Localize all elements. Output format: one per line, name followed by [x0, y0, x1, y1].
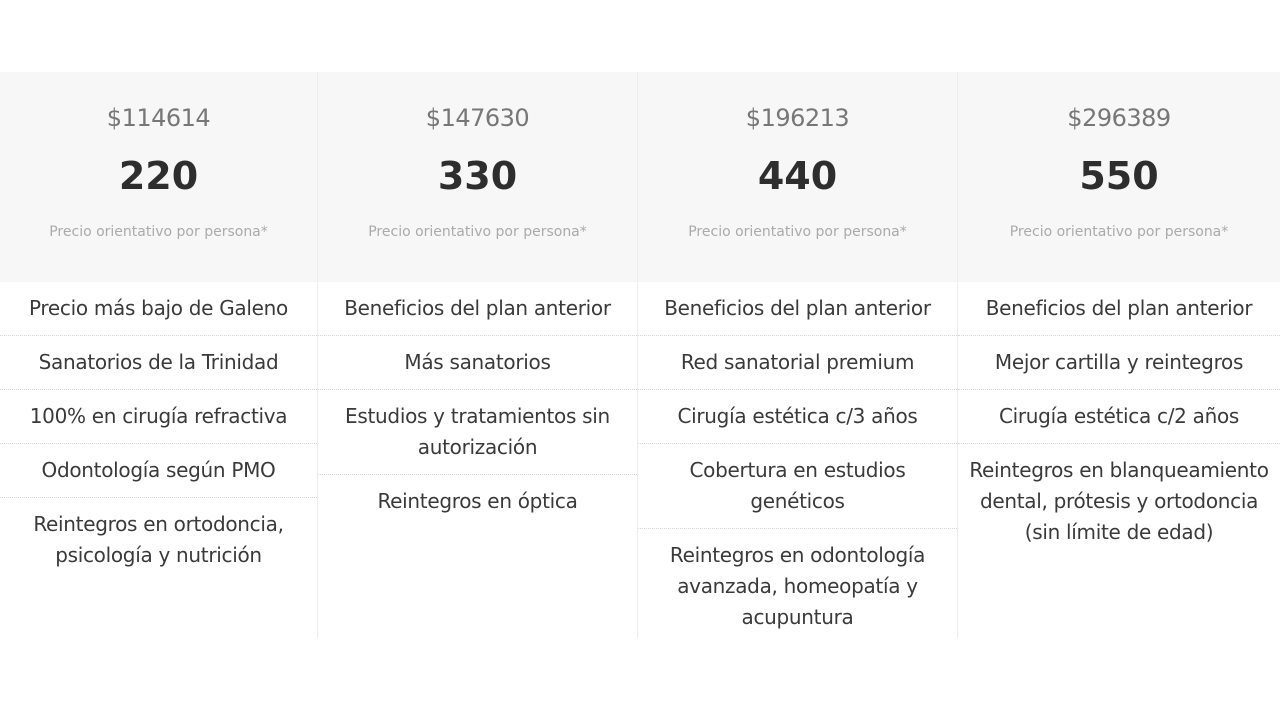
plan-column-220: $114614 220 Precio orientativo por perso…	[0, 72, 318, 638]
plan-column-440: $196213 440 Precio orientativo por perso…	[638, 72, 958, 638]
feature-item: Sanatorios de la Trinidad	[0, 336, 317, 390]
plan-column-330: $147630 330 Precio orientativo por perso…	[318, 72, 638, 638]
feature-item: Reintegros en óptica	[377, 489, 578, 513]
plan-column-550: $296389 550 Precio orientativo por perso…	[958, 72, 1280, 638]
plan-header: $114614 220 Precio orientativo por perso…	[0, 72, 317, 282]
plan-price: $296389	[1067, 104, 1171, 132]
feature-list: Precio más bajo de Galeno Sanatorios de l…	[0, 282, 317, 582]
feature-item: 100% en cirugía refractiva	[0, 390, 317, 444]
plan-price: $196213	[745, 104, 850, 132]
feature-item: Más sanatorios	[318, 336, 637, 390]
feature-item: Cobertura en estudios genéticos	[638, 444, 957, 529]
feature-list: Beneficios del plan anterior Mejor cartil…	[958, 282, 1280, 559]
plan-header: $147630 330 Precio orientativo por perso…	[318, 72, 637, 282]
plan-price: $114614	[106, 104, 211, 132]
plan-name: 220	[118, 154, 199, 198]
feature-item: Precio más bajo de Galeno	[0, 282, 317, 336]
price-note: Precio orientativo por persona*	[688, 224, 907, 240]
feature-item: Reintegros en odontología avanzada, home…	[669, 543, 926, 629]
feature-item: Cirugía estética c/2 años	[958, 390, 1280, 444]
feature-item: Mejor cartilla y reintegros	[958, 336, 1280, 390]
feature-item: Reintegros en blanqueamiento dental, pró…	[969, 458, 1269, 544]
plan-price: $147630	[425, 104, 530, 132]
feature-item: Red sanatorial premium	[638, 336, 957, 390]
feature-item: Beneficios del plan anterior	[318, 282, 637, 336]
price-note: Precio orientativo por persona*	[368, 224, 587, 240]
feature-item: Odontología según PMO	[0, 444, 317, 498]
feature-item: Reintegros en ortodoncia, psicología y n…	[33, 512, 284, 567]
plan-header: $196213 440 Precio orientativo por perso…	[638, 72, 957, 282]
plans-comparison-table: $114614 220 Precio orientativo por perso…	[0, 72, 1280, 638]
feature-item: Estudios y tratamientos sin autorización	[318, 390, 637, 475]
feature-list: Beneficios del plan anterior Más sanatori…	[318, 282, 637, 528]
price-note: Precio orientativo por persona*	[1009, 224, 1229, 240]
price-note: Precio orientativo por persona*	[49, 224, 268, 240]
plan-header: $296389 550 Precio orientativo por perso…	[958, 72, 1280, 282]
plan-name: 330	[437, 154, 518, 198]
plan-name: 550	[1079, 154, 1159, 198]
feature-list: Beneficios del plan anterior Red sanatori…	[638, 282, 957, 644]
plan-name: 440	[757, 154, 838, 198]
feature-item: Beneficios del plan anterior	[638, 282, 957, 336]
feature-item: Cirugía estética c/3 años	[638, 390, 957, 444]
feature-item: Beneficios del plan anterior	[958, 282, 1280, 336]
